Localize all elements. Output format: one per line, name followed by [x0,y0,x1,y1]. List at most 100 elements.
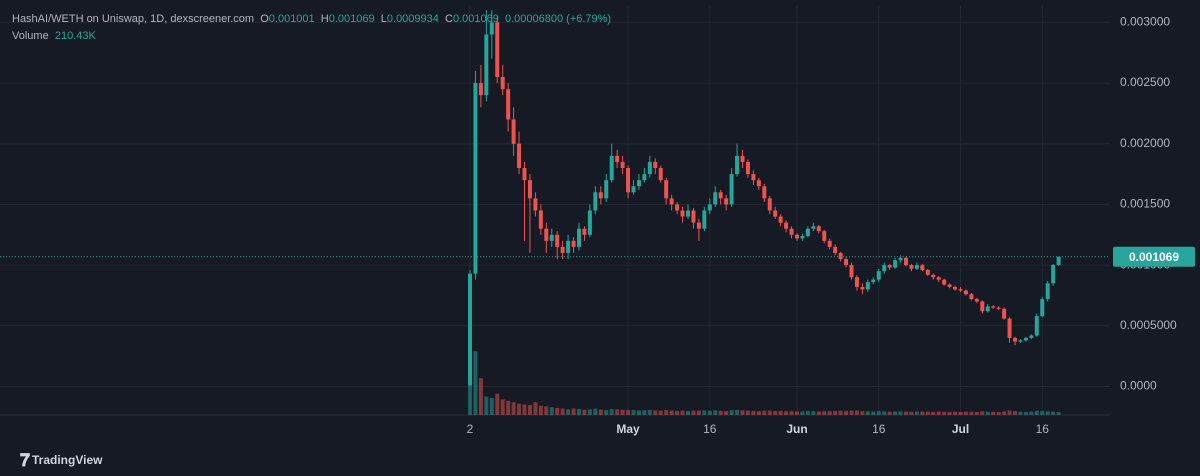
volume-bar [871,411,876,415]
candle-body [816,226,821,232]
volume-bar [936,411,941,415]
candle-body [1007,318,1012,338]
candle-body [686,210,690,217]
candle-body [980,301,985,312]
y-tick-label: 0.002500 [1120,75,1170,89]
volume-bar [500,399,505,415]
candle-body [871,279,876,283]
volume-bar [577,409,581,415]
volume-bar [795,411,799,415]
candle-body [909,265,914,269]
candle-body [680,210,685,217]
candle-body [844,259,849,266]
volume-bar [996,412,1001,415]
candle-body [473,83,478,274]
volume-bar [533,402,538,415]
candle-body [931,274,936,278]
volume-bar [636,410,641,415]
volume-bar [675,410,680,415]
candle-body [468,273,472,386]
x-tick-label: 16 [1036,422,1050,436]
candle-body [609,155,614,181]
volume-bar [686,411,690,415]
volume-bar [969,411,974,415]
volume-bar [931,411,936,415]
volume-bar [909,411,914,415]
candle-body [587,210,592,235]
candle-body [729,174,734,205]
candle-body [740,155,745,162]
volume-bar [587,409,592,415]
candle-body [478,83,483,96]
candle-body [696,222,701,229]
volume-bar [882,411,887,415]
candle-body [527,180,532,199]
volume-bar [849,410,854,415]
last-price-label: 0.001069 [1129,250,1179,264]
candle-body [582,228,587,235]
close-label: C [445,13,453,25]
volume-bar [865,411,870,415]
candle-body [795,234,799,239]
volume-bar [893,411,898,415]
change: 0.00006800 (+6.79%) [504,13,612,25]
pair: HashAI/WETH on Uniswap, 1D, dexscreener.… [12,13,255,25]
volume-bar [838,410,843,415]
candle-body [811,226,816,229]
candle-body [669,198,674,205]
candle-body [571,240,576,247]
candle-body [996,307,1001,309]
candle-body [751,174,756,181]
volume-bar [1056,412,1061,415]
candle-body [658,168,663,181]
volume-bar [549,407,554,415]
volume-bar [745,410,750,415]
candle-body [963,290,968,295]
volume-bar [925,411,930,415]
high-label: H [320,13,329,25]
volume-bar [963,411,968,415]
volume-bar [756,411,761,415]
volume-bar [495,393,500,415]
volume-bar [566,409,571,415]
candle-body [517,143,522,169]
volume-bar [778,411,783,415]
volume-bar [1023,411,1028,415]
volume-bar [484,396,489,415]
header-line: HashAI/WETH on Uniswap, 1D, dexscreener.… [12,13,611,25]
candle-body [860,286,865,290]
candle-body [876,271,881,280]
candle-body [865,282,870,290]
volume-bar [898,411,903,415]
candle-body [1023,337,1028,341]
y-tick-label: 0.001500 [1120,197,1170,211]
volume-bar [593,408,598,415]
volume-bar [658,410,663,415]
last-price-box [1113,246,1195,267]
volume-bar [522,404,527,415]
volume-bar [702,410,707,415]
candle-body [615,155,620,162]
candle-body [849,265,854,278]
volume-bar [762,410,767,415]
candle-body [735,155,740,175]
candle-body [789,228,794,235]
volume-bar [691,410,696,415]
volume-bar [647,409,652,415]
candle-body [898,257,903,261]
volume-bar [615,409,620,415]
candle-body [773,210,778,217]
candle-body [969,294,974,300]
volume-bar [538,405,543,415]
candle-body [538,210,543,229]
candle-body [620,161,625,169]
volume-bar [942,411,947,415]
candle-body [914,265,919,269]
candle-body [636,180,641,187]
candle-body [762,186,767,199]
candle-body [827,240,832,247]
volume-bar [1018,411,1023,415]
volume-bar [985,411,990,415]
